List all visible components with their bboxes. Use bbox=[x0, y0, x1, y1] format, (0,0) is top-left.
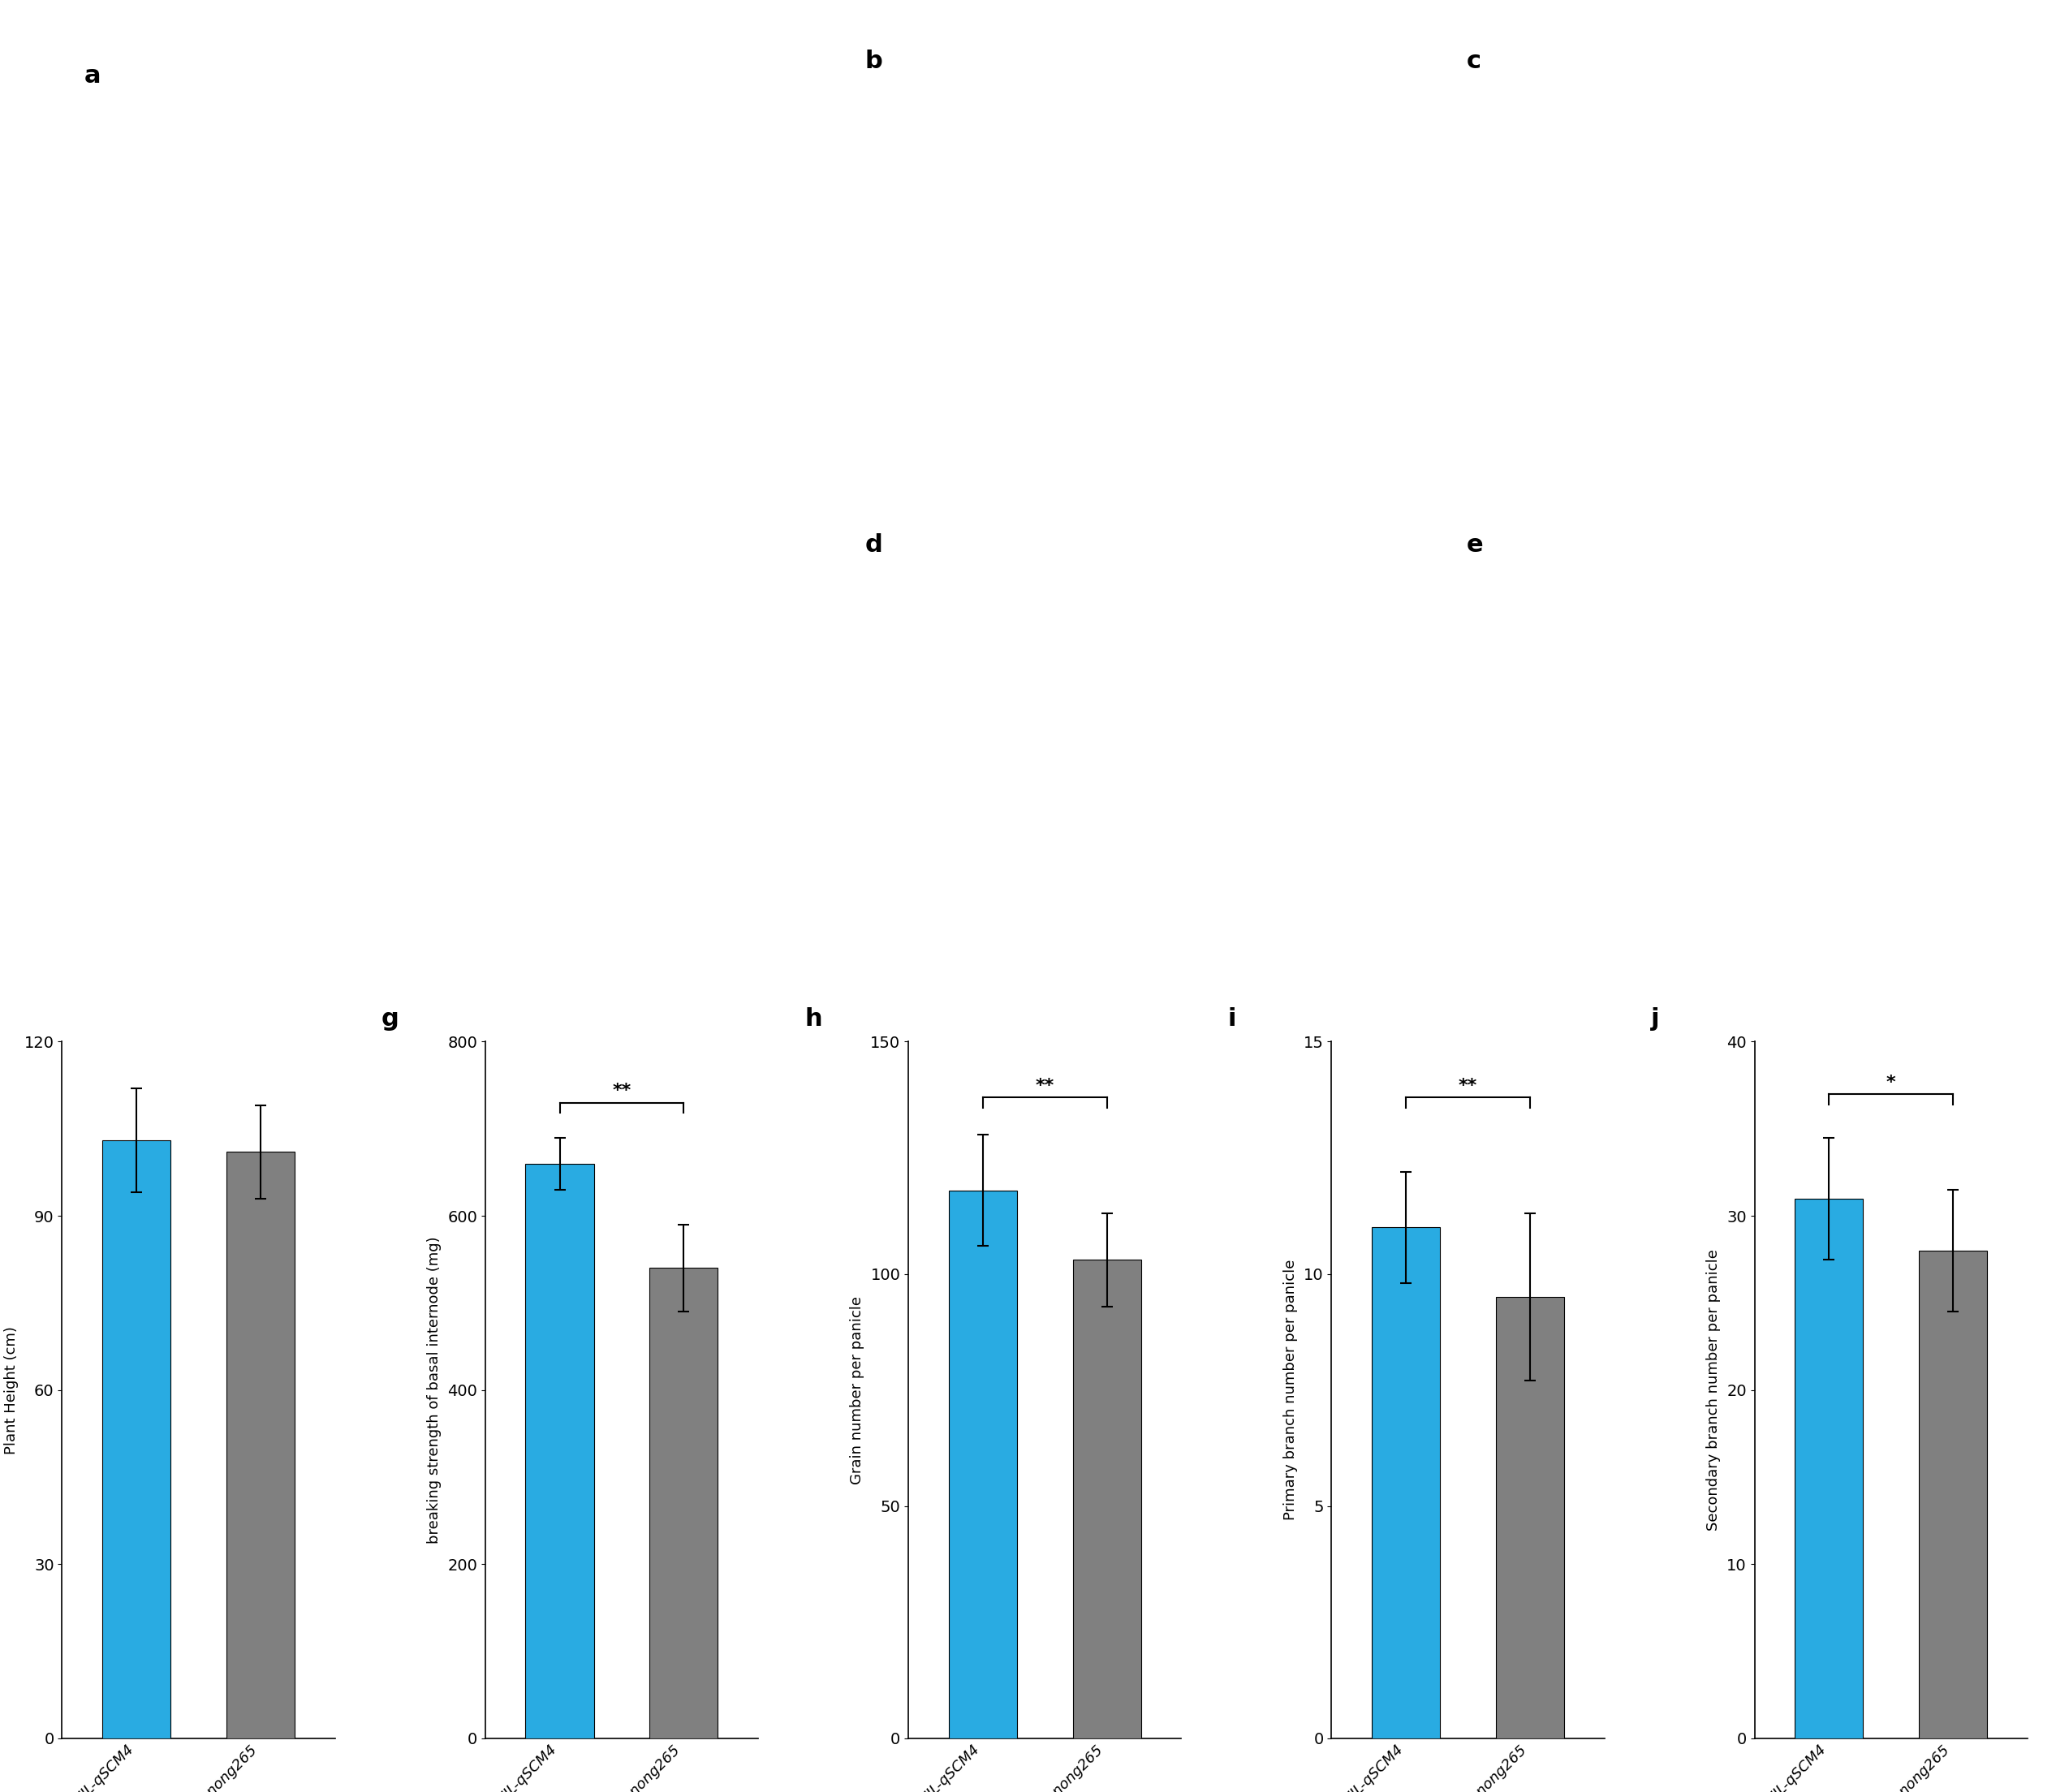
Bar bbox=[226, 1152, 294, 1738]
Text: b: b bbox=[865, 50, 883, 73]
Text: **: ** bbox=[612, 1082, 631, 1098]
Bar bbox=[1796, 1199, 1864, 1738]
Bar bbox=[650, 1269, 718, 1738]
Bar bbox=[526, 1163, 594, 1738]
Y-axis label: Plant Height (cm): Plant Height (cm) bbox=[4, 1326, 19, 1453]
Y-axis label: Grain number per panicle: Grain number per panicle bbox=[850, 1296, 865, 1484]
Text: a: a bbox=[85, 65, 101, 88]
Bar bbox=[1372, 1228, 1440, 1738]
Text: *: * bbox=[1887, 1073, 1895, 1091]
Bar bbox=[1920, 1251, 1988, 1738]
Text: i: i bbox=[1227, 1007, 1237, 1030]
Text: **: ** bbox=[1459, 1077, 1477, 1093]
Bar bbox=[1496, 1297, 1564, 1738]
Bar bbox=[1072, 1260, 1140, 1738]
Text: e: e bbox=[1467, 534, 1483, 557]
Text: j: j bbox=[1651, 1007, 1659, 1030]
Y-axis label: Secondary branch number per panicle: Secondary branch number per panicle bbox=[1707, 1249, 1721, 1530]
Text: **: ** bbox=[1034, 1077, 1055, 1093]
Bar bbox=[950, 1190, 1018, 1738]
Text: g: g bbox=[381, 1007, 399, 1030]
Text: d: d bbox=[865, 534, 883, 557]
Y-axis label: Primary branch number per panicle: Primary branch number per panicle bbox=[1283, 1260, 1297, 1520]
Y-axis label: breaking strength of basal internode (mg): breaking strength of basal internode (mg… bbox=[426, 1236, 443, 1543]
Text: c: c bbox=[1467, 50, 1481, 73]
Text: h: h bbox=[805, 1007, 821, 1030]
Bar bbox=[101, 1140, 170, 1738]
